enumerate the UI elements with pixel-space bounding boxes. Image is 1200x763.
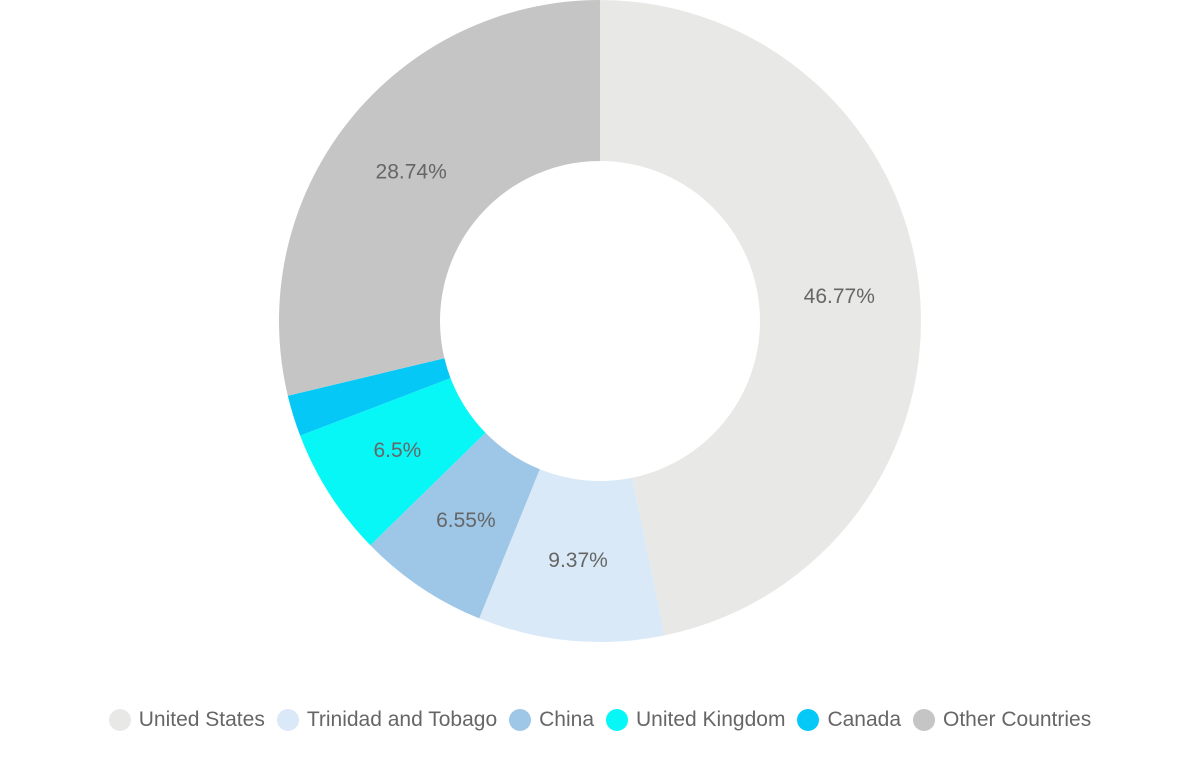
legend-item-other-countries[interactable]: Other Countries (913, 708, 1091, 732)
legend-item-canada[interactable]: Canada (797, 708, 901, 732)
data-label-other-countries: 28.74% (376, 161, 447, 184)
donut-chart: 46.77% 9.37% 6.55% 6.5% 28.74% (279, 0, 921, 642)
legend-swatch-united-states (108, 709, 131, 731)
slice-other-countries[interactable] (279, 0, 600, 396)
slice-canada[interactable] (287, 358, 451, 436)
legend-item-trinidad-and-tobago[interactable]: Trinidad and Tobago (276, 708, 498, 732)
legend-item-united-states[interactable]: United States (108, 708, 265, 732)
data-label-united-states: 46.77% (804, 285, 875, 308)
legend-label-united-states: United States (138, 708, 265, 731)
legend-label-trinidad-and-tobago: Trinidad and Tobago (306, 708, 498, 731)
slice-trinidad-and-tobago[interactable] (479, 469, 665, 642)
data-label-china: 6.55% (436, 509, 496, 532)
legend-swatch-united-kingdom (606, 709, 629, 731)
slice-united-kingdom[interactable] (300, 378, 486, 546)
data-label-trinidad-and-tobago: 9.37% (548, 549, 608, 572)
legend-label-other-countries: Other Countries (943, 708, 1092, 731)
legend: United States Trinidad and Tobago China Uni… (0, 702, 1200, 738)
legend-label-canada: Canada (827, 708, 901, 731)
legend-label-china: China (539, 708, 595, 731)
legend-item-china[interactable]: China (509, 708, 594, 732)
legend-label-united-kingdom: United Kingdom (636, 708, 786, 731)
legend-swatch-china (509, 709, 532, 731)
legend-swatch-canada (797, 709, 820, 731)
legend-item-united-kingdom[interactable]: United Kingdom (606, 708, 785, 732)
slice-united-states[interactable] (600, 0, 921, 636)
data-label-united-kingdom: 6.5% (373, 439, 421, 462)
legend-swatch-other-countries (913, 709, 935, 731)
slice-china[interactable] (370, 432, 540, 619)
legend-swatch-trinidad-and-tobago (276, 709, 299, 731)
